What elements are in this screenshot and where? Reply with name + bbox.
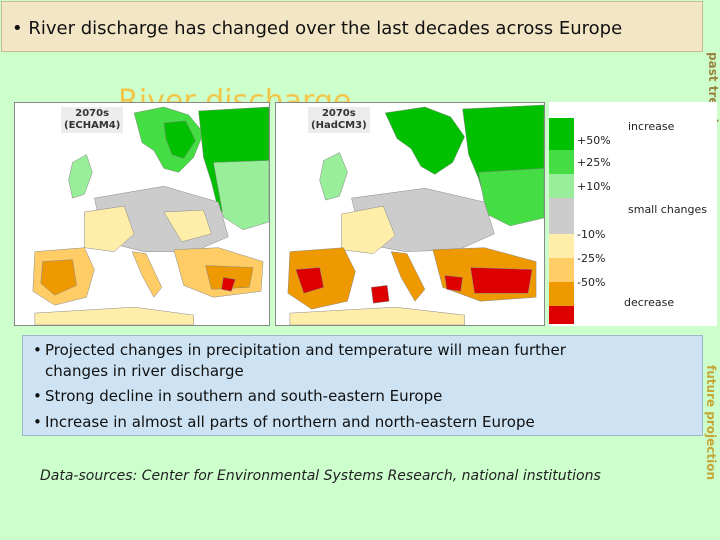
bullet-text: Projected changes in precipitation and t… bbox=[45, 341, 566, 359]
map-echam4: 2070s (ECHAM4) bbox=[14, 102, 270, 326]
legend-swatch bbox=[549, 150, 574, 174]
ghost-title: River discharge bbox=[118, 84, 352, 104]
legend-increase-label: increase bbox=[628, 120, 675, 133]
legend-tick: +25% bbox=[577, 156, 611, 169]
legend-tick: -10% bbox=[577, 228, 606, 241]
bullet-item: • Increase in almost all parts of norther… bbox=[33, 412, 535, 433]
legend-swatch bbox=[549, 258, 574, 282]
bullet-dot: • bbox=[33, 413, 42, 431]
bullet-text: Increase in almost all parts of northern… bbox=[45, 413, 535, 431]
bullet-dot: • bbox=[33, 387, 42, 405]
legend-swatch bbox=[549, 198, 574, 222]
map-label-model: (ECHAM4) bbox=[64, 120, 121, 131]
legend-tick: +50% bbox=[577, 134, 611, 147]
slide-title: • River discharge has changed over the l… bbox=[12, 18, 622, 39]
map-label-model: (HadCM3) bbox=[311, 120, 367, 131]
legend-small-changes-label: small changes bbox=[628, 203, 708, 216]
bullets-box: • Projected changes in precipitation and … bbox=[22, 335, 703, 436]
legend-panel: +50% +25% +10% -10% -25% -50% increase s… bbox=[549, 102, 717, 326]
legend-swatch bbox=[549, 282, 574, 306]
legend-swatch bbox=[549, 234, 574, 258]
title-text: River discharge has changed over the las… bbox=[28, 18, 623, 39]
title-box: • River discharge has changed over the l… bbox=[1, 1, 703, 52]
legend-swatch bbox=[549, 174, 574, 198]
legend-tick: +10% bbox=[577, 180, 611, 193]
data-source-note: Data-sources: Center for Environmental S… bbox=[40, 468, 601, 484]
map-label-period: 2070s bbox=[75, 108, 110, 119]
map-hadcm3: 2070s (HadCM3) bbox=[275, 102, 545, 326]
bullet-text: Strong decline in southern and south-eas… bbox=[45, 387, 443, 405]
bullet-text-continued: changes in river discharge bbox=[45, 362, 244, 380]
map-label-hadcm3: 2070s (HadCM3) bbox=[308, 107, 370, 133]
europe-map-hadcm3 bbox=[276, 103, 544, 325]
legend-swatch bbox=[549, 118, 574, 150]
legend-tick: -50% bbox=[577, 276, 606, 289]
legend-swatch bbox=[549, 306, 574, 324]
europe-map-echam4 bbox=[15, 103, 269, 325]
map-label-period: 2070s bbox=[321, 108, 356, 119]
bullet-item: • Strong decline in southern and south-ea… bbox=[33, 386, 442, 407]
bullet-item: • Projected changes in precipitation and … bbox=[33, 340, 566, 382]
legend-tick: -25% bbox=[577, 252, 606, 265]
map-label-echam4: 2070s (ECHAM4) bbox=[61, 107, 124, 133]
side-label-future-projection: future projection bbox=[704, 365, 718, 481]
legend-decrease-label: decrease bbox=[624, 296, 675, 309]
legend-swatch bbox=[549, 222, 574, 234]
bullet-dot: • bbox=[33, 341, 42, 359]
title-bullet: • bbox=[12, 18, 23, 39]
